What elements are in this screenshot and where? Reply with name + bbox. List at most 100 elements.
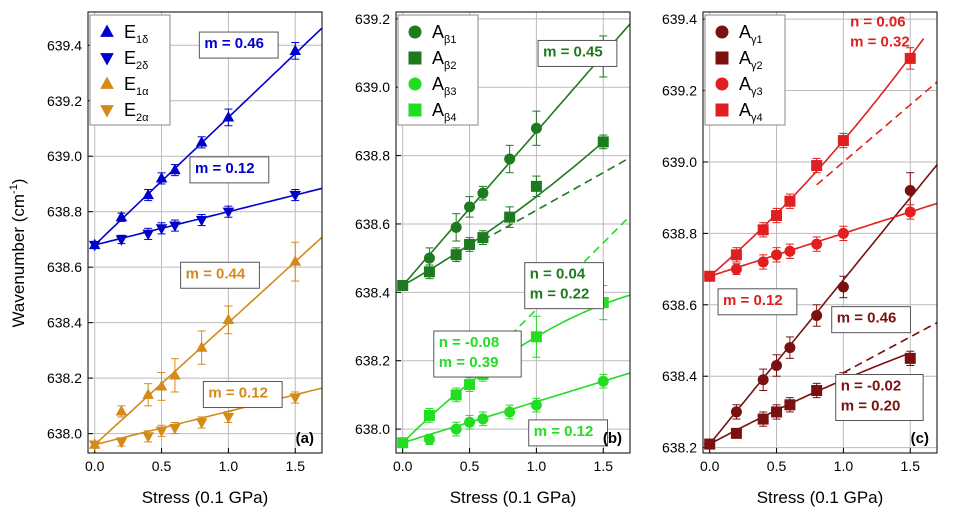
panel-a-series-2-point-1	[115, 235, 128, 246]
panel-b-legend-label-4-sub: β4	[444, 112, 456, 124]
panel-c-annotation-4-line-1: n = -0.02	[841, 378, 901, 395]
panel-c-legend-label-2-sub: γ2	[751, 60, 763, 72]
panel-a-series-2-point-2	[142, 229, 154, 241]
panel-b-series-3-point-4	[477, 413, 489, 425]
panel-b-series-2-point-2	[450, 249, 462, 261]
panel-b-series-1-fit-line	[402, 23, 630, 287]
panel-b-annotation-3: n = -0.08 m = 0.39	[433, 330, 522, 378]
panel-a-legend-label-3-sub: 1α	[136, 86, 149, 98]
panel-c-series-3-point-7	[904, 206, 916, 218]
panel-c-x-axis-label: Stress (0.1 GPa)	[757, 488, 884, 507]
y-axis-title-group: Wavenumber (cm-1)	[8, 179, 28, 328]
panel-a-series-1-point-7	[289, 44, 302, 55]
panel-c-series-4-point-1	[730, 249, 742, 261]
panel-b-annotation-1: m = 0.45	[537, 39, 618, 67]
panel-c-legend-marker-4	[715, 103, 729, 117]
panel-b-legend-marker-4	[408, 103, 422, 117]
panel-b-ytick-label-6: 639.2	[355, 11, 390, 27]
panel-c-series-3-point-4	[784, 245, 796, 257]
panel-a-annotation-1-line-1: m = 0.46	[204, 35, 264, 52]
panel-c-series-2-point-4	[784, 399, 796, 411]
panel-b-series-2-fit-line	[402, 141, 604, 287]
panel-c-annotation-2: m = 0.12	[717, 288, 798, 316]
panel-c-frame	[702, 11, 938, 454]
panel-c-ytick-label-5: 639.2	[662, 83, 697, 99]
panel-a-series-1-point-3	[155, 172, 168, 183]
panel-a-series-4-point-7	[289, 393, 302, 404]
panel-a-ytick-label-1: 638.2	[47, 370, 82, 386]
panel-b-legend-label-2-main: A	[432, 48, 444, 68]
panel-a-legend-label-2-sub: 2δ	[136, 60, 148, 72]
panel-c-series-4-point-6	[837, 135, 849, 147]
panel-b-series-3-point-6	[530, 399, 542, 411]
panel-c-annotation-3-line-1: m = 0.46	[837, 310, 897, 327]
panel-a-legend-marker-3	[100, 76, 114, 89]
panel-b-series-2-point-3	[464, 238, 476, 250]
panel-b-series-2-point-0	[397, 279, 409, 291]
panel-c-series-4-point-4	[784, 195, 796, 207]
panel-c-series-3-point-1	[730, 263, 742, 275]
panel-a-annotation-2-box	[189, 156, 270, 184]
panel-b-series-4-point-6	[530, 331, 542, 343]
panel-a-xtick-label-3: 1.5	[286, 458, 306, 474]
panel-b-annotation-3-line-2: m = 0.39	[439, 354, 499, 371]
panel-c-series-3-fit-line	[709, 202, 937, 277]
panel-c-ytick-label-4: 639.0	[662, 154, 697, 170]
panel-b-ytick-label-0: 638.0	[355, 421, 390, 437]
panel-b-x-axis-label: Stress (0.1 GPa)	[450, 488, 577, 507]
panel-c-series-1-point-4	[784, 342, 796, 354]
panel-c-annotation-1-line-1: n = 0.06	[850, 13, 905, 30]
panel-c-series-3-point-3	[771, 249, 783, 261]
panel-c-annotation-1-line-2: m = 0.32	[850, 33, 910, 50]
panel-a-legend-label-1: E1δ	[124, 22, 148, 46]
panel-c-legend-label-1: Aγ1	[739, 22, 763, 46]
panel-c-plot-area	[704, 38, 937, 450]
panel-a-annotation-1-box	[198, 31, 279, 59]
panel-a-series-3-point-2	[142, 388, 154, 399]
panel-a-legend-label-4: E2α	[124, 100, 149, 124]
panel-a-series-1-point-2	[142, 188, 154, 200]
panel-b-legend-label-3: Aβ3	[432, 74, 456, 98]
panel-b-series-2-point-4	[477, 232, 489, 244]
panel-a-series-1-point-4	[169, 163, 181, 175]
panel-c-ytick-label-0: 638.2	[662, 440, 697, 456]
panel-a-annotation-2-line-1: m = 0.12	[195, 160, 255, 177]
y-axis-title-end: )	[9, 179, 28, 185]
panel-b-legend-label-3-main: A	[432, 74, 444, 94]
panel-c-series-4-point-3	[771, 210, 783, 222]
panel-b-annotation-4-line-1: m = 0.12	[534, 423, 594, 440]
panel-b-series-3-point-7	[597, 375, 609, 387]
panel-c-xtick-label-0: 0.0	[700, 458, 720, 474]
panel-b-ytick-label-5: 639.0	[355, 79, 390, 95]
panel-a-legend-marker-1	[100, 24, 114, 37]
panel-c-series-2-point-5	[811, 385, 823, 397]
panel-b-annotation-4: m = 0.12	[528, 419, 609, 447]
panel-b-series-2-point-7	[597, 136, 609, 148]
panel-a-plot-area	[88, 27, 322, 452]
panel-c-series-4-point-2	[757, 224, 769, 236]
panel-b-series-3-point-1	[423, 433, 435, 445]
panel-b-legend-label-1-sub: β1	[444, 34, 456, 46]
panel-b-xtick-label-1: 0.5	[460, 458, 480, 474]
panel-b: 0.0 0.5 1.0 1.5 638.0 638.2 638.4 638.6 638.8 639…	[355, 11, 631, 507]
panel-b-legend-label-4: Aβ4	[432, 100, 456, 124]
panel-c-xtick-label-1: 0.5	[767, 458, 787, 474]
panel-a-ytick-label-4: 638.8	[47, 204, 82, 220]
panel-b-annotation-3-line-1: n = -0.08	[439, 334, 499, 351]
panel-b-annotation-2-line-1: n = 0.04	[530, 266, 586, 283]
panel-c-legend-marker-3	[715, 77, 729, 91]
panel-a-series-3-point-6	[222, 313, 235, 324]
panel-c: 0.0 0.5 1.0 1.5 638.2 638.4 638.6 638.8 639.0 639…	[662, 11, 938, 507]
panel-a-legend-label-4-sub: 2α	[136, 112, 149, 124]
panel-b-frame	[395, 11, 631, 454]
panel-c-series-4-linear-dashed-line	[816, 81, 937, 186]
panel-b-annotation-3-box	[433, 330, 522, 378]
panel-a-series-4-point-3	[155, 426, 168, 438]
panel-c-series-2-point-0	[704, 438, 716, 450]
panel-c-series-1-point-2	[757, 374, 769, 386]
panel-a-series-3-point-4	[169, 369, 181, 380]
y-axis-title: Wavenumber (cm-1)	[8, 179, 28, 328]
panel-a-series-1-point-1	[115, 210, 128, 222]
